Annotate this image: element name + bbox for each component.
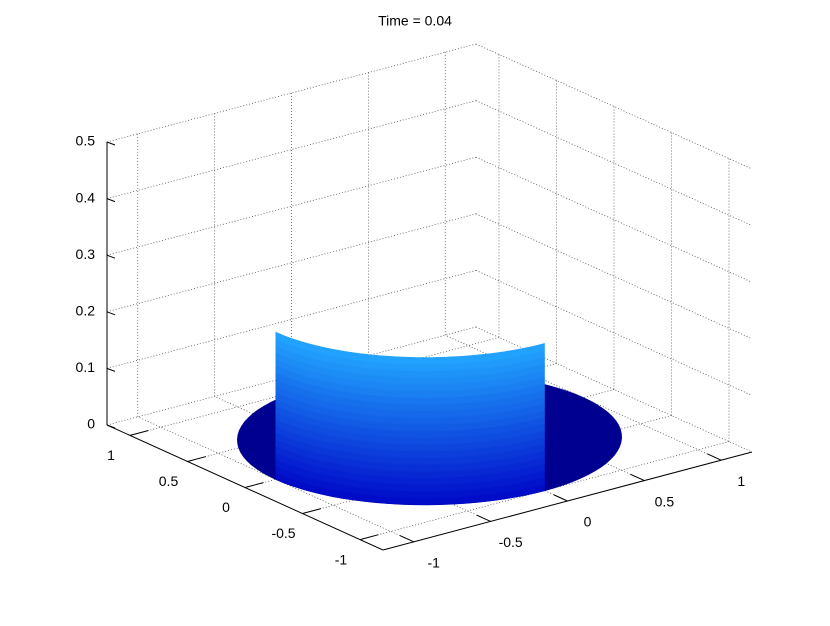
z-tick-label: 0.4 [76,189,96,205]
grid-line [475,43,753,170]
y-tick-label: -0.5 [271,525,295,541]
y-tick-label: 1 [107,447,115,463]
z-tick-label: 0 [87,416,95,432]
tick-mark [129,430,149,436]
z-tick-label: 0.3 [76,246,96,262]
x-tick-label: 1 [737,473,745,489]
y-tick-label: 0 [222,499,230,515]
z-tick-label: 0.5 [76,133,96,149]
x-tick-label: -1 [428,555,441,571]
grid-line [475,270,753,396]
tick-mark [476,514,491,522]
grid-line [359,441,730,540]
tick-mark [359,534,379,541]
z-tick-label: 0.1 [76,359,96,375]
wall-band [275,331,545,365]
grid-line [137,416,414,543]
tick-mark [399,535,414,543]
x-tick-label: -0.5 [499,534,523,550]
grid-line [106,43,477,143]
tick-mark [106,311,116,316]
tick-mark [106,141,116,146]
grid-line [475,100,753,226]
tick-mark [106,254,116,259]
grid-line [106,100,477,199]
tick-mark [553,494,568,502]
grid-line [106,326,477,426]
x-axis [382,451,753,551]
x-tick-label: 0.5 [655,493,675,509]
tick-mark [302,508,322,515]
grid-line [106,213,477,313]
y-axis [106,424,384,551]
tick-mark [707,453,722,461]
grid-line [475,213,753,340]
tick-mark [187,456,207,462]
tick-mark [106,367,116,372]
tick-mark [630,473,645,482]
grid-line [106,270,477,369]
grid-line [475,156,753,283]
x-tick-label: 0 [584,514,592,530]
tick-mark [244,482,264,488]
grid-line [475,326,753,453]
grid-line [106,156,477,256]
z-tick-label: 0.2 [76,303,96,319]
y-tick-label: 0.5 [159,473,179,489]
grid-line [129,337,500,436]
tick-mark [106,198,116,203]
chart-title: Time = 0.04 [378,13,452,29]
y-tick-label: -1 [335,551,348,567]
